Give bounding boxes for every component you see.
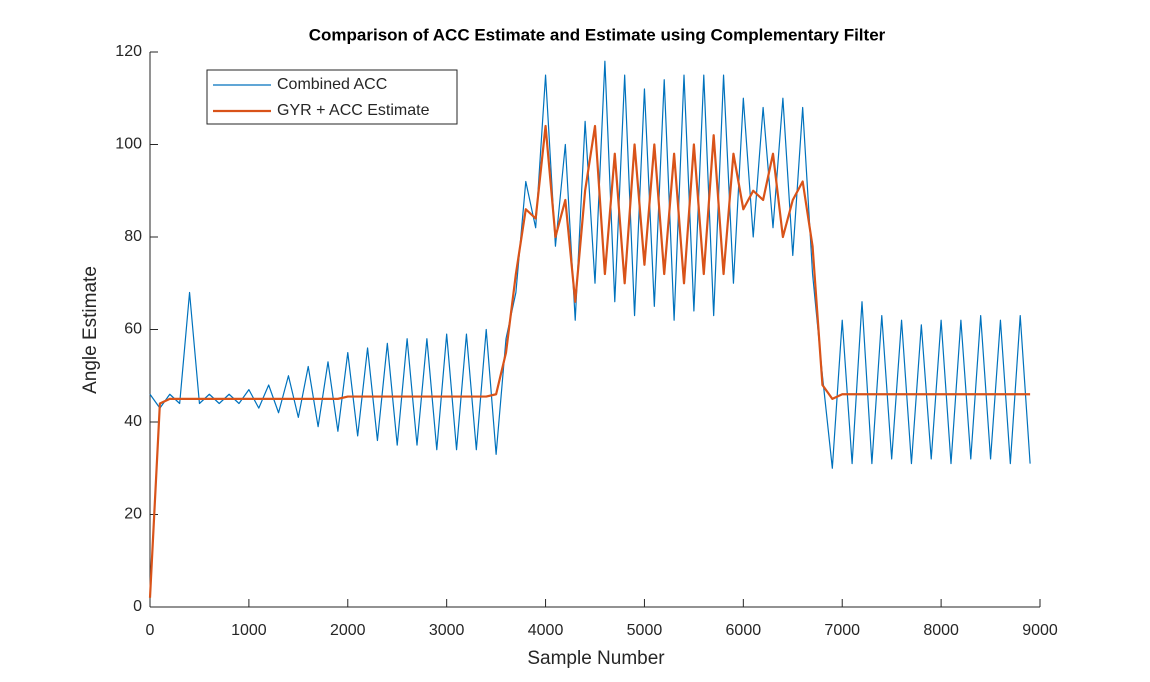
y-tick-label: 60 (124, 321, 142, 338)
x-tick-label: 4000 (528, 622, 564, 639)
x-tick-label: 9000 (1022, 622, 1058, 639)
x-tick-label: 1000 (231, 622, 267, 639)
y-axis-label: Angle Estimate (80, 266, 101, 394)
legend-label: Combined ACC (277, 76, 387, 93)
y-tick-label: 0 (133, 598, 142, 615)
series-line (149, 60, 1031, 469)
x-tick-label: 2000 (330, 622, 366, 639)
x-tick-label: 0 (146, 622, 155, 639)
y-tick-label: 80 (124, 228, 142, 245)
legend-box (206, 69, 458, 125)
x-axis-label: Sample Number (527, 648, 665, 669)
y-tick-label: 40 (124, 413, 142, 430)
y-tick-label: 100 (115, 136, 142, 153)
chart-title: Comparison of ACC Estimate and Estimate … (309, 25, 886, 44)
x-tick-label: 6000 (726, 622, 762, 639)
series-line (148, 124, 1031, 598)
x-tick-label: 3000 (429, 622, 465, 639)
y-tick-label: 20 (124, 506, 142, 523)
x-tick-label: 8000 (923, 622, 959, 639)
y-tick-label: 120 (115, 43, 142, 60)
x-tick-label: 7000 (824, 622, 860, 639)
legend-label: GYR + ACC Estimate (277, 102, 430, 119)
x-tick-label: 5000 (627, 622, 663, 639)
